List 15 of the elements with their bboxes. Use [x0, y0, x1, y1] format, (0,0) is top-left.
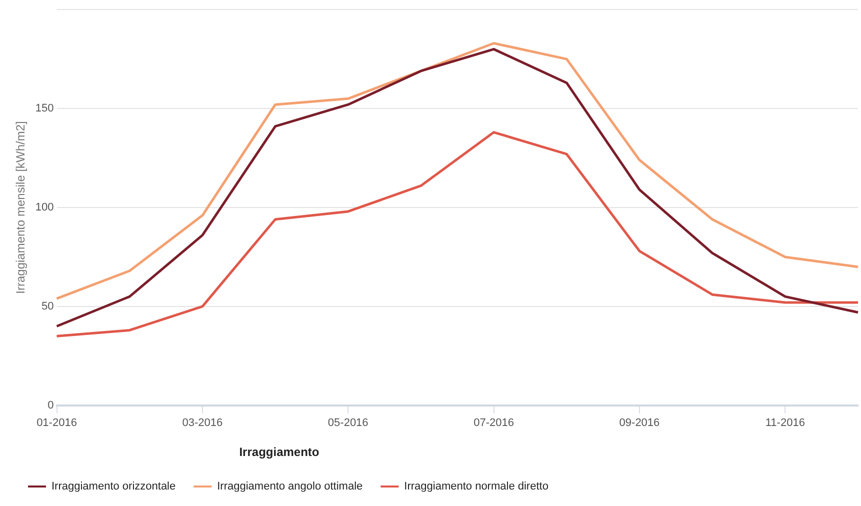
x-tick-label: 03-2016	[182, 417, 223, 430]
x-tick-label: 07-2016	[474, 417, 514, 430]
x-tick-label: 01-2016	[36, 417, 77, 430]
legend-label: Irraggiamento angolo ottimale	[217, 480, 363, 493]
legend-label: Irraggiamento normale diretto	[404, 480, 548, 493]
y-tick-label: 100	[35, 202, 54, 214]
x-tick-label: 05-2016	[328, 417, 368, 430]
x-tick-label: 09-2016	[619, 417, 660, 430]
legend-title: Irraggiamento	[239, 444, 320, 459]
y-tick-label: 150	[35, 102, 54, 115]
x-tick-label: 11-2016	[765, 417, 805, 430]
y-tick-label: 50	[42, 300, 54, 312]
y-tick-label: 0	[48, 399, 54, 412]
legend-label: Irraggiamento orizzontale	[52, 480, 176, 493]
y-axis-title: Irraggiamento mensile [kWh/m2]	[14, 121, 28, 294]
